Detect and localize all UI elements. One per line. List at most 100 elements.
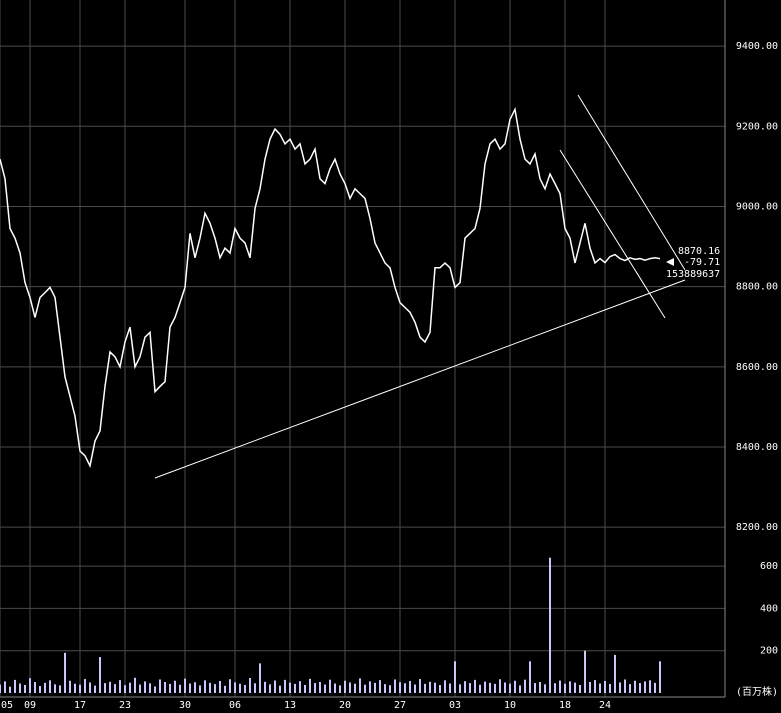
volume-bar	[479, 684, 481, 693]
y-tick-label: 200	[760, 646, 778, 657]
volume-bar	[139, 684, 141, 693]
volume-bar	[504, 682, 506, 693]
volume-bar	[374, 682, 376, 693]
volume-bar	[389, 685, 391, 693]
volume-bar	[274, 680, 276, 693]
volume-bar	[244, 684, 246, 693]
x-tick-label: 06	[229, 700, 241, 711]
volume-bar	[269, 684, 271, 693]
volume-bar	[89, 682, 91, 693]
y-tick-label: 400	[760, 603, 778, 614]
volume-bar	[184, 678, 186, 693]
volume-bar	[394, 679, 396, 693]
volume-bar	[64, 652, 66, 693]
volume-bar	[309, 678, 311, 693]
volume-bar	[534, 683, 536, 693]
volume-bar	[634, 680, 636, 693]
volume-bar	[564, 683, 566, 693]
x-tick-label: 27	[394, 700, 406, 711]
volume-bar	[74, 683, 76, 693]
volume-bar	[539, 682, 541, 693]
volume-bar	[29, 678, 31, 693]
volume-bar	[649, 680, 651, 693]
volume-bar	[224, 685, 226, 693]
volume-bar	[9, 686, 11, 693]
volume-bar	[419, 679, 421, 693]
volume-bar	[614, 654, 616, 693]
volume-bar	[159, 679, 161, 693]
volume-bar	[14, 679, 16, 693]
volume-bar	[384, 684, 386, 693]
volume-bar	[259, 663, 261, 693]
volume-bar	[174, 680, 176, 693]
volume-bar	[99, 657, 101, 693]
volume-bar	[369, 681, 371, 693]
volume-bar	[219, 680, 221, 693]
volume-bar	[594, 680, 596, 693]
volume-bar	[609, 683, 611, 693]
x-tick-label: 05	[1, 700, 13, 711]
trend-line	[154, 279, 686, 479]
volume-bar	[459, 684, 461, 693]
y-tick-label: 9200.00	[736, 121, 778, 132]
volume-bar	[0, 684, 1, 693]
annotation: -79.71	[684, 257, 720, 268]
volume-bar	[644, 681, 646, 693]
volume-bar	[69, 680, 71, 693]
x-tick-label: 18	[559, 700, 571, 711]
volume-unit: (百万株)	[736, 685, 778, 698]
volume-bar	[19, 683, 21, 693]
x-tick-label: 17	[74, 700, 86, 711]
volume-bar	[279, 685, 281, 693]
x-tick-label: 23	[119, 700, 131, 711]
volume-bar	[584, 650, 586, 693]
volume-bar	[619, 682, 621, 693]
volume-bar	[304, 684, 306, 693]
price-line	[0, 107, 661, 469]
volume-bar	[429, 681, 431, 693]
volume-bar	[464, 681, 466, 693]
volume-bar	[499, 679, 501, 693]
volume-bar	[494, 683, 496, 693]
volume-bar	[654, 682, 656, 693]
volume-bar	[4, 681, 6, 693]
volume-bar	[414, 684, 416, 693]
volume-bar	[229, 679, 231, 693]
volume-bar	[124, 685, 126, 693]
volume-bar	[379, 680, 381, 693]
volume-bar	[514, 680, 516, 693]
channel-line	[559, 149, 666, 319]
volume-bar	[39, 686, 41, 693]
volume-bar	[404, 683, 406, 693]
volume-bar	[604, 680, 606, 693]
volume-bar	[49, 680, 51, 693]
volume-bar	[169, 683, 171, 693]
volume-bar	[79, 684, 81, 693]
volume-bar	[319, 682, 321, 693]
volume-bar	[399, 682, 401, 693]
y-tick-label: 8800.00	[736, 282, 778, 293]
y-tick-label: 8400.00	[736, 442, 778, 453]
volume-bar	[354, 683, 356, 693]
volume-bar	[214, 684, 216, 693]
y-tick-label: 9000.00	[736, 201, 778, 212]
volume-bar	[624, 679, 626, 693]
volume-bar	[569, 681, 571, 693]
x-tick-label: 24	[599, 700, 611, 711]
volume-bar	[164, 682, 166, 693]
volume-bar	[54, 684, 56, 693]
volume-bar	[239, 683, 241, 693]
volume-bar	[454, 661, 456, 693]
volume-bar	[189, 683, 191, 693]
volume-bar	[509, 683, 511, 693]
volume-bar	[434, 682, 436, 693]
volume-bar	[484, 681, 486, 693]
y-tick-label: 9400.00	[736, 41, 778, 52]
volume-bar	[439, 684, 441, 693]
volume-bar	[324, 684, 326, 693]
y-tick-label: 600	[760, 561, 778, 572]
volume-bar	[334, 683, 336, 693]
